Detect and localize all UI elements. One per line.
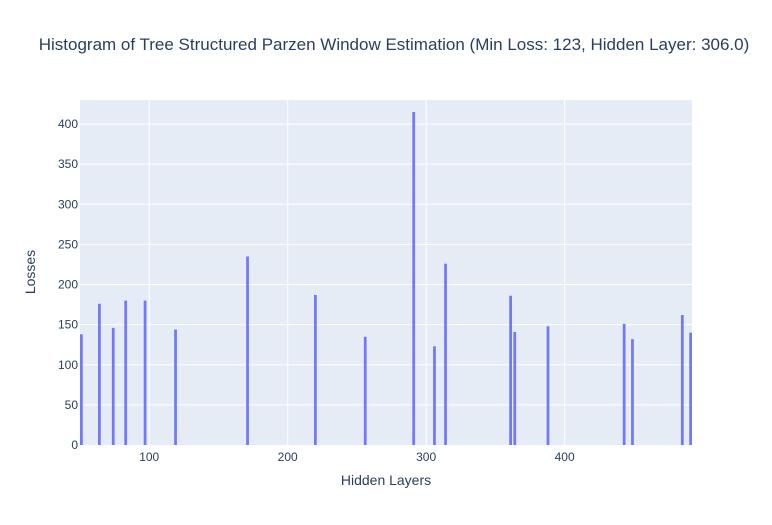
- plot-area: [80, 100, 692, 445]
- x-axis-ticks: 100 200 300 400: [139, 450, 575, 464]
- y-tick-label: 0: [71, 438, 78, 452]
- y-tick-label: 300: [58, 197, 78, 211]
- histogram-bar[interactable]: [124, 300, 128, 445]
- histogram-bar[interactable]: [111, 327, 115, 445]
- y-tick-label: 150: [58, 318, 78, 332]
- x-axis-title: Hidden Layers: [341, 472, 431, 488]
- histogram-bar[interactable]: [174, 329, 177, 445]
- histogram-bar[interactable]: [412, 112, 416, 445]
- histogram-bar[interactable]: [444, 263, 447, 445]
- histogram-bar[interactable]: [689, 332, 692, 445]
- histogram-bar[interactable]: [513, 331, 517, 445]
- histogram-bar[interactable]: [622, 323, 626, 445]
- histogram-bar[interactable]: [546, 326, 550, 445]
- x-tick-label: 400: [555, 450, 575, 464]
- y-tick-label: 100: [58, 358, 78, 372]
- y-tick-label: 200: [58, 278, 78, 292]
- histogram-bar[interactable]: [433, 346, 436, 445]
- histogram-bar[interactable]: [143, 300, 147, 445]
- x-tick-label: 200: [278, 450, 298, 464]
- y-tick-label: 400: [58, 117, 78, 131]
- histogram-bar[interactable]: [631, 339, 634, 445]
- histogram-bar[interactable]: [246, 256, 249, 445]
- y-axis-ticks: 0 50 100 150 200 250 300 350 400: [58, 117, 78, 452]
- x-tick-label: 300: [416, 450, 436, 464]
- histogram-bar[interactable]: [98, 303, 101, 445]
- chart-title: Histogram of Tree Structured Parzen Wind…: [39, 35, 750, 54]
- bars-group: [80, 112, 692, 445]
- histogram-bar[interactable]: [509, 295, 512, 445]
- y-tick-label: 50: [65, 398, 79, 412]
- y-tick-label: 350: [58, 157, 78, 171]
- histogram-bar[interactable]: [363, 336, 367, 445]
- histogram-bar[interactable]: [80, 334, 83, 445]
- grid-lines: [80, 100, 692, 445]
- y-axis-title: Losses: [22, 250, 38, 294]
- x-tick-label: 100: [139, 450, 159, 464]
- y-tick-label: 250: [58, 237, 78, 251]
- histogram-bar[interactable]: [680, 315, 684, 445]
- histogram-bar[interactable]: [314, 294, 317, 445]
